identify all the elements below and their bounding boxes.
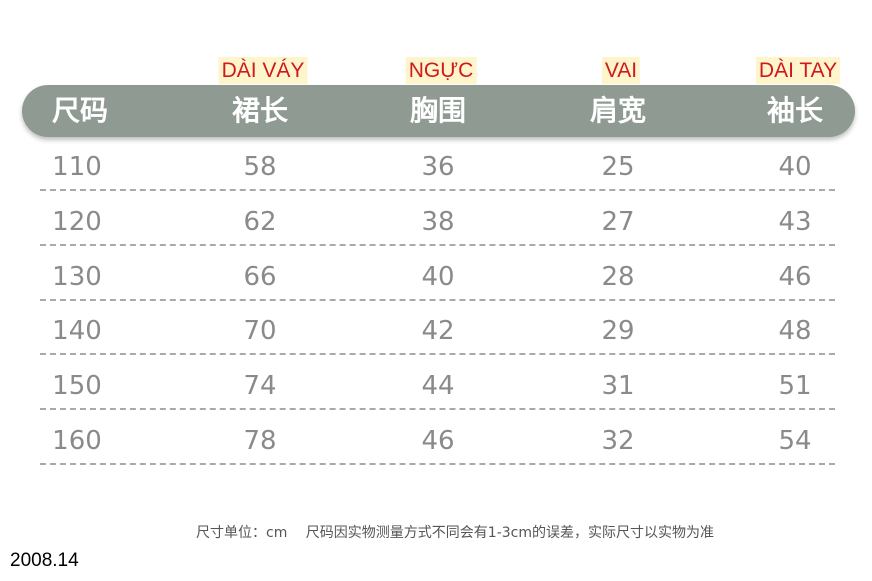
row-divider xyxy=(40,298,835,301)
table-cell: 110 xyxy=(52,152,102,182)
column-annotation: DÀI VÁY xyxy=(218,57,308,84)
table-cell: 36 xyxy=(421,152,455,182)
table-cell: 51 xyxy=(778,371,812,402)
table-cell: 46 xyxy=(421,426,455,456)
header-cell: 袖长 xyxy=(766,94,823,127)
table-cell: 42 xyxy=(421,316,455,347)
row-divider xyxy=(40,243,835,246)
row-divider xyxy=(40,408,835,411)
table-cell: 54 xyxy=(778,426,812,456)
table-cell: 40 xyxy=(421,261,455,292)
header-bar xyxy=(22,85,855,137)
header-cell: 裙长 xyxy=(231,94,288,127)
table-cell: 32 xyxy=(601,426,635,456)
column-annotation: NGỰC xyxy=(405,57,477,84)
column-annotation: DÀI TAY xyxy=(755,57,841,84)
table-cell: 130 xyxy=(52,261,102,292)
table-cell: 48 xyxy=(778,316,812,347)
table-cell: 140 xyxy=(52,316,102,347)
table-cell: 31 xyxy=(601,371,635,402)
header-cell: 肩宽 xyxy=(589,94,646,127)
table-cell: 27 xyxy=(601,206,635,237)
table-cell: 78 xyxy=(243,426,277,456)
table-cell: 66 xyxy=(243,261,277,292)
table-cell: 29 xyxy=(601,316,635,347)
table-cell: 62 xyxy=(243,206,277,237)
header-cell: 胸围 xyxy=(409,94,466,127)
table-cell: 160 xyxy=(52,426,102,456)
footnote: 尺寸单位：cm 尺码因实物测量方式不同会有1-3cm的误差，实际尺寸以实物为准 xyxy=(196,525,714,541)
table-cell: 150 xyxy=(52,371,102,402)
row-divider xyxy=(40,189,835,191)
table-cell: 46 xyxy=(778,261,812,292)
corner-label: 2008.14 xyxy=(10,550,79,571)
table-cell: 58 xyxy=(243,152,277,182)
table-cell: 28 xyxy=(601,261,635,292)
table-cell: 38 xyxy=(421,206,455,237)
header-cell: 尺码 xyxy=(51,94,108,127)
table-cell: 25 xyxy=(601,152,635,182)
table-cell: 44 xyxy=(421,371,455,402)
table-cell: 120 xyxy=(52,206,102,237)
column-annotation: VAI xyxy=(601,57,641,84)
row-divider xyxy=(40,353,835,356)
table-cell: 74 xyxy=(243,371,277,402)
row-divider xyxy=(40,463,835,465)
table-cell: 43 xyxy=(778,206,812,237)
table-cell: 70 xyxy=(243,316,277,347)
table-cell: 40 xyxy=(778,152,812,182)
